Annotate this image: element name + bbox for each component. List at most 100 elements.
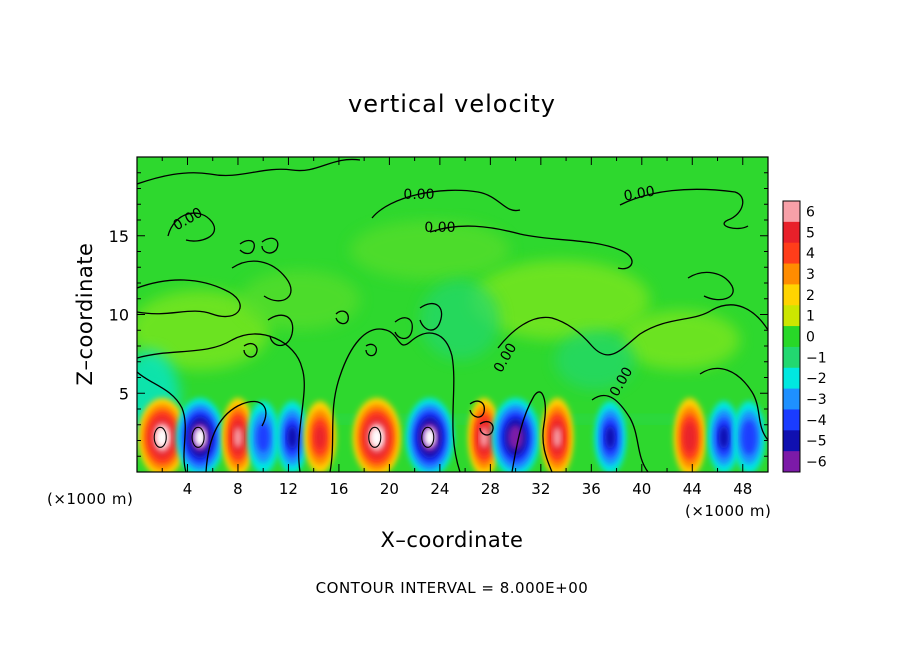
contour-label: 0.00 bbox=[424, 220, 455, 236]
cell-level bbox=[233, 427, 243, 448]
colorbar-swatch bbox=[783, 221, 800, 244]
zero-contour bbox=[365, 343, 378, 357]
zero-contour bbox=[429, 225, 633, 270]
colorbar-swatch bbox=[783, 346, 800, 369]
cell-level bbox=[741, 419, 757, 455]
velocity-cell bbox=[247, 401, 280, 472]
colorbar-swatch bbox=[783, 305, 800, 327]
zero-contour bbox=[239, 239, 255, 255]
x-tick-label: 20 bbox=[380, 480, 399, 498]
zero-contour bbox=[205, 400, 267, 472]
field-patch bbox=[350, 220, 510, 280]
zero-contour bbox=[231, 260, 292, 302]
velocity-cell bbox=[733, 401, 766, 472]
cell-inner-contour bbox=[368, 426, 382, 448]
colorbar-swatch bbox=[783, 284, 800, 306]
zero-contour bbox=[687, 271, 734, 301]
colorbar-swatch bbox=[783, 201, 800, 223]
colorbar-label: 6 bbox=[806, 204, 815, 220]
colorbar: 6 5 4 3 2 1 0 −1 −2 −3 −4 −5 −6 bbox=[782, 200, 827, 473]
axis-ticks bbox=[137, 157, 768, 472]
velocity-cell bbox=[176, 397, 225, 472]
x-tick-label: 44 bbox=[683, 480, 702, 498]
velocity-cell bbox=[352, 397, 401, 472]
field-patch bbox=[620, 310, 740, 370]
colorbar-swatch bbox=[783, 430, 800, 452]
x-tick-label: 36 bbox=[582, 480, 601, 498]
field-patch bbox=[555, 330, 635, 390]
colorbar-swatch bbox=[783, 367, 800, 390]
colorbar-label: 3 bbox=[806, 267, 815, 283]
cell-level bbox=[507, 424, 524, 451]
colorbar-label: 5 bbox=[806, 225, 815, 241]
zero-contour bbox=[591, 394, 649, 472]
zero-contour bbox=[699, 367, 768, 441]
cell-level bbox=[553, 427, 562, 448]
y-axis-label: Z–coordinate bbox=[73, 243, 97, 386]
x-unit-label-right: (×1000 m) bbox=[685, 502, 771, 520]
colorbar-swatch bbox=[783, 242, 800, 265]
x-tick-label: 28 bbox=[481, 480, 500, 498]
zero-contour bbox=[329, 328, 461, 472]
velocity-cell bbox=[138, 397, 187, 472]
colorbar-label: −5 bbox=[806, 434, 827, 450]
colorbar-swatch bbox=[783, 326, 800, 348]
y-tick-label: 5 bbox=[119, 384, 129, 403]
zero-contour bbox=[267, 314, 294, 347]
x-tick-label: 24 bbox=[430, 480, 449, 498]
velocity-cell bbox=[673, 397, 706, 472]
colorbar-label: −4 bbox=[806, 413, 827, 429]
field-patch bbox=[470, 260, 650, 340]
y-tick-labels: 5 10 15 bbox=[109, 227, 129, 404]
x-tick-label: 12 bbox=[279, 480, 298, 498]
colorbar-label: −2 bbox=[806, 371, 827, 387]
cell-level bbox=[605, 425, 616, 449]
zero-contours bbox=[137, 158, 768, 472]
cell-level bbox=[683, 422, 696, 453]
cell-level bbox=[256, 422, 270, 453]
colorbar-label: 4 bbox=[806, 246, 815, 262]
x-unit-label-left: (×1000 m) bbox=[47, 490, 133, 508]
zero-contour bbox=[243, 342, 258, 358]
velocity-cells bbox=[138, 397, 766, 472]
colorbar-label: 2 bbox=[806, 288, 815, 304]
contour-label: 0.00 bbox=[403, 187, 434, 203]
cell-level bbox=[718, 425, 729, 449]
cell-inner-contour bbox=[153, 426, 167, 448]
x-axis-label: X–coordinate bbox=[381, 528, 524, 552]
colorbar-label: −1 bbox=[806, 350, 827, 366]
zero-contour bbox=[137, 333, 305, 472]
x-tick-label: 16 bbox=[329, 480, 348, 498]
cell-inner-contour bbox=[191, 426, 205, 448]
colorbar-label: −6 bbox=[806, 455, 827, 471]
field-patch bbox=[420, 280, 500, 360]
colorbar-frame bbox=[782, 200, 801, 473]
zero-contour bbox=[469, 400, 485, 418]
y-tick-label: 10 bbox=[109, 306, 129, 325]
zero-contour bbox=[137, 279, 241, 318]
contour-label: 0.00 bbox=[623, 183, 656, 204]
x-tick-label: 4 bbox=[183, 480, 193, 498]
x-tick-label: 40 bbox=[632, 480, 651, 498]
colorbar-swatch bbox=[783, 451, 800, 473]
velocity-cell bbox=[276, 401, 309, 472]
cell-inner-contour bbox=[421, 426, 435, 448]
zero-contour bbox=[371, 189, 521, 219]
zero-contour bbox=[137, 371, 187, 472]
colorbar-swatch bbox=[783, 388, 800, 410]
zero-contour bbox=[167, 212, 215, 242]
zero-contour bbox=[511, 391, 553, 472]
contour-interval-note: CONTOUR INTERVAL = 8.000E+00 bbox=[316, 579, 589, 597]
cell-level bbox=[479, 427, 489, 448]
zero-contour bbox=[497, 304, 768, 356]
zero-contour bbox=[137, 158, 361, 185]
zero-contour bbox=[394, 317, 413, 340]
chart-title: vertical velocity bbox=[348, 90, 556, 118]
x-tick-labels: 4 8 12 16 20 24 28 32 36 40 44 48 bbox=[183, 480, 753, 498]
colorbar-swatch bbox=[783, 263, 800, 285]
zero-contour bbox=[335, 310, 349, 325]
field-patch bbox=[240, 270, 360, 330]
x-tick-label: 48 bbox=[733, 480, 752, 498]
y-tick-label: 15 bbox=[109, 227, 129, 246]
